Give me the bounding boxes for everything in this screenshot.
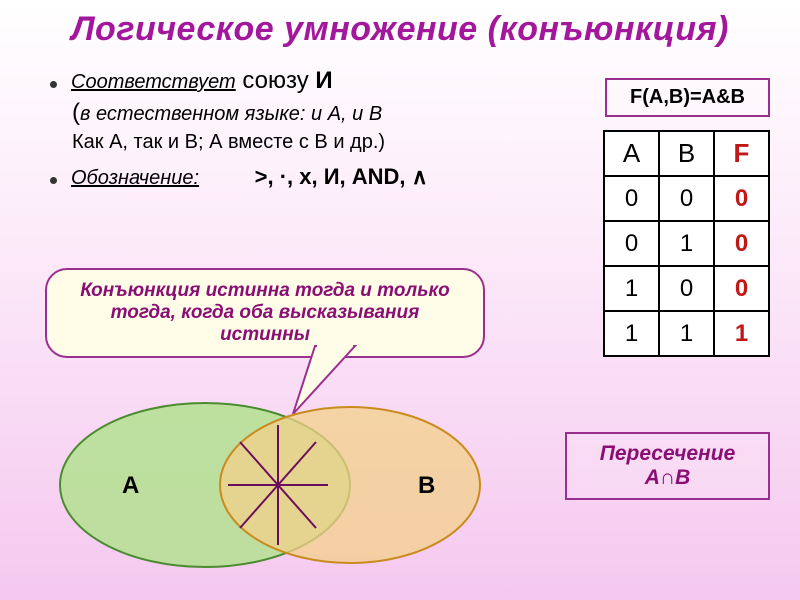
b1-bold: И — [315, 67, 332, 94]
cell-f: 0 — [714, 176, 769, 221]
cell: 1 — [604, 311, 659, 356]
title-text: Логическое умножение (конъюнкция) — [71, 10, 729, 48]
th-a: A — [604, 131, 659, 176]
cell: 1 — [659, 221, 714, 266]
table-row: 0 0 0 — [604, 176, 769, 221]
cell: 0 — [659, 266, 714, 311]
b1-pre: Соответствует — [71, 71, 236, 93]
bullet-dot — [50, 177, 57, 184]
table-row: 0 1 0 — [604, 221, 769, 266]
th-b: B — [659, 131, 714, 176]
bullet-1-text: Соответствует союзу И — [71, 67, 333, 95]
truth-table: A B F 0 0 0 0 1 0 1 0 0 1 1 1 — [603, 130, 770, 357]
slide-title: Логическое умножение (конъюнкция) — [0, 0, 800, 49]
cell: 0 — [659, 176, 714, 221]
formula-text: F(A,B)=A&B — [630, 86, 745, 108]
cell: 0 — [604, 176, 659, 221]
b1-word: союзу — [236, 67, 316, 94]
bullet-dot — [50, 81, 57, 88]
intersection-box: Пересечение А∩В — [565, 432, 770, 500]
l2-ital: в естественном языке: и А, и В — [80, 103, 382, 125]
table-row: 1 1 1 — [604, 311, 769, 356]
cell: 1 — [604, 266, 659, 311]
venn-diagram: A B — [50, 390, 490, 580]
bullet-2-text: Обозначение: >, ·, x, И, AND, ∧ — [71, 164, 428, 190]
table-row: 1 0 0 — [604, 266, 769, 311]
table-header-row: A B F — [604, 131, 769, 176]
b2-label: Обозначение: — [71, 167, 199, 189]
notation: >, ·, x, И, AND, ∧ — [255, 164, 428, 189]
cell: 0 — [604, 221, 659, 266]
l2-pre: ( — [72, 99, 80, 126]
formula-box: F(A,B)=A&B — [605, 78, 770, 117]
cell-f: 0 — [714, 221, 769, 266]
cell-f: 1 — [714, 311, 769, 356]
venn-label-a: A — [122, 472, 139, 499]
cell-f: 0 — [714, 266, 769, 311]
rule-text: Конъюнкция истинна тогда и только тогда,… — [80, 280, 450, 345]
intersection-l1: Пересечение — [573, 442, 762, 466]
rule-callout: Конъюнкция истинна тогда и только тогда,… — [45, 268, 485, 358]
intersection-l2: А∩В — [573, 466, 762, 490]
th-f: F — [714, 131, 769, 176]
venn-label-b: B — [418, 472, 435, 499]
cell: 1 — [659, 311, 714, 356]
venn-svg: A B — [50, 390, 490, 580]
